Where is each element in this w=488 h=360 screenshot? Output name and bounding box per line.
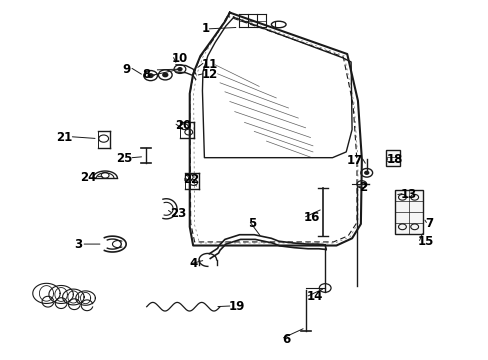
Text: 20: 20 [175,119,191,132]
Text: 1: 1 [202,22,210,35]
Text: 2: 2 [359,181,367,194]
Bar [386,150,399,166]
Text: 18: 18 [386,153,402,166]
Circle shape [364,171,368,174]
Bar [394,190,423,234]
Circle shape [148,74,153,77]
Text: 14: 14 [306,291,323,303]
Text: 10: 10 [172,52,188,65]
Text: 4: 4 [189,257,198,270]
Text: 23: 23 [170,207,186,220]
Text: 12: 12 [201,68,217,81]
Circle shape [163,73,167,77]
Text: 19: 19 [228,300,244,313]
Text: 8: 8 [142,68,150,81]
Text: 22: 22 [183,173,199,186]
Circle shape [178,68,182,71]
Text: 11: 11 [201,58,217,71]
Text: 16: 16 [304,211,320,224]
Text: 13: 13 [400,188,416,201]
Text: 21: 21 [56,131,72,144]
Text: 17: 17 [346,154,362,167]
Text: 24: 24 [81,171,97,184]
Text: 5: 5 [248,217,256,230]
Text: 3: 3 [74,238,82,251]
Text: 7: 7 [425,217,433,230]
Text: 6: 6 [282,333,290,346]
Text: 25: 25 [116,152,132,165]
Text: 15: 15 [417,235,433,248]
Text: 9: 9 [122,63,131,76]
